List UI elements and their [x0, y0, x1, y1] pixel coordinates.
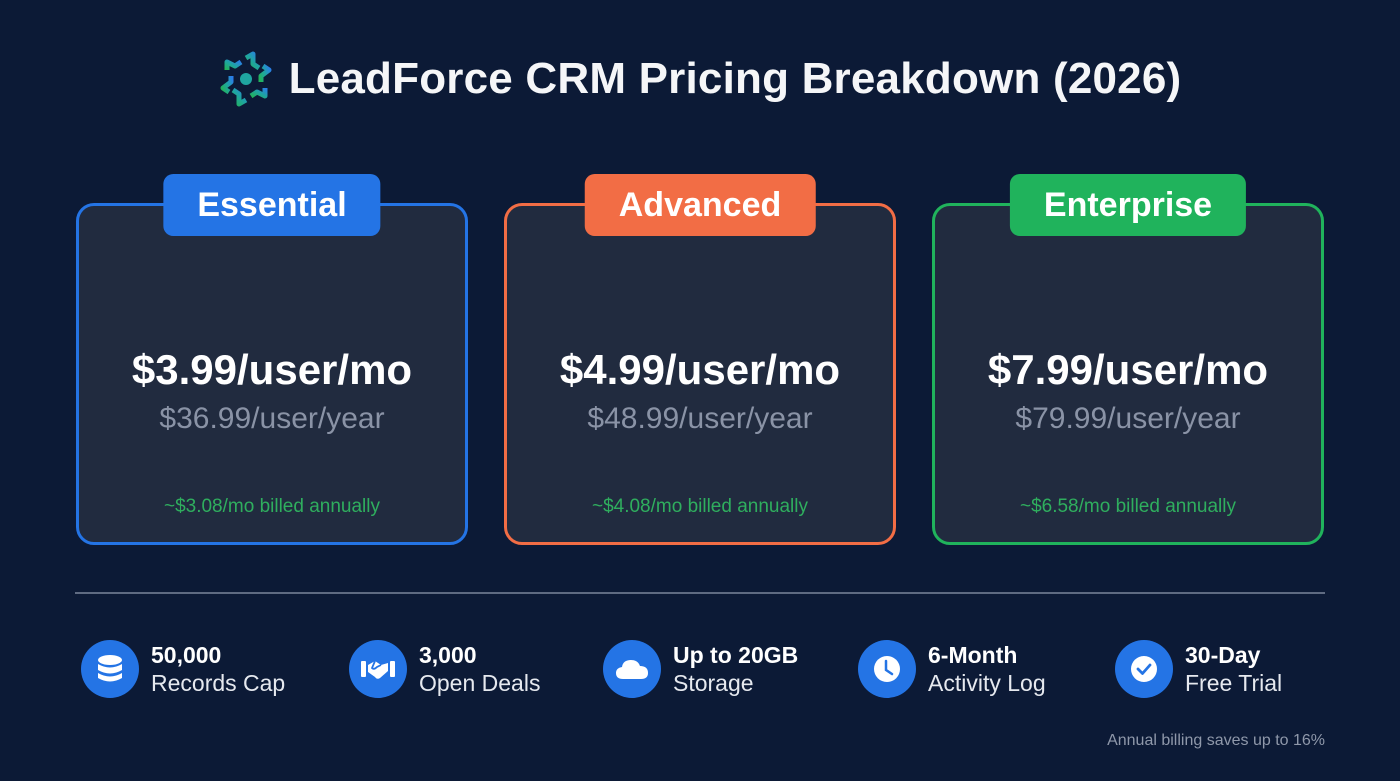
checkmark-icon [1115, 640, 1173, 698]
feature-storage: Up to 20GB Storage [603, 640, 798, 698]
feature-value: 3,000 [419, 642, 477, 668]
yearly-price: $79.99/user/year [1015, 402, 1241, 435]
hexagonal-network-logo-icon [220, 51, 272, 107]
plan-name-badge: Enterprise [1009, 174, 1247, 236]
plan-card-advanced: Advanced $4.99/user/mo $48.99/user/year … [504, 174, 896, 545]
annual-equivalent: ~$3.08/mo billed annually [163, 496, 380, 517]
savings-footnote: Annual billing saves up to 16% [1107, 732, 1325, 749]
plan-card-essential: Essential $3.99/user/mo $36.99/user/year… [76, 174, 468, 545]
feature-label: Storage [673, 670, 754, 696]
feature-open-deals: 3,000 Open Deals [349, 640, 540, 698]
annual-equivalent: ~$4.08/mo billed annually [591, 496, 808, 517]
plan-name-badge: Essential [163, 174, 381, 236]
feature-label: Records Cap [151, 670, 286, 696]
feature-value: 6-Month [928, 642, 1018, 668]
feature-activity-log: 6-Month Activity Log [858, 640, 1046, 698]
page-title: LeadForce CRM Pricing Breakdown (2026) [288, 54, 1182, 103]
clock-icon [858, 640, 916, 698]
cloud-icon [603, 640, 661, 698]
feature-free-trial: 30-Day Free Trial [1115, 640, 1282, 698]
page-header: LeadForce CRM Pricing Breakdown (2026) [0, 50, 1400, 108]
feature-value: Up to 20GB [673, 642, 799, 668]
monthly-price: $4.99/user/mo [559, 346, 841, 393]
feature-label: Free Trial [1185, 670, 1283, 696]
feature-value: 50,000 [151, 642, 222, 668]
annual-equivalent: ~$6.58/mo billed annually [1019, 496, 1236, 517]
plan-name-badge: Advanced [584, 174, 816, 236]
database-icon [81, 640, 139, 698]
feature-value: 30-Day [1185, 642, 1261, 668]
monthly-price: $7.99/user/mo [987, 346, 1269, 393]
yearly-price: $48.99/user/year [587, 402, 813, 435]
section-divider [75, 592, 1325, 594]
handshake-icon [349, 640, 407, 698]
yearly-price: $36.99/user/year [159, 402, 385, 435]
feature-records-cap: 50,000 Records Cap [81, 640, 285, 698]
plan-card-enterprise: Enterprise $7.99/user/mo $79.99/user/yea… [932, 174, 1324, 545]
feature-label: Activity Log [928, 670, 1046, 696]
feature-label: Open Deals [419, 670, 541, 696]
monthly-price: $3.99/user/mo [131, 346, 413, 393]
